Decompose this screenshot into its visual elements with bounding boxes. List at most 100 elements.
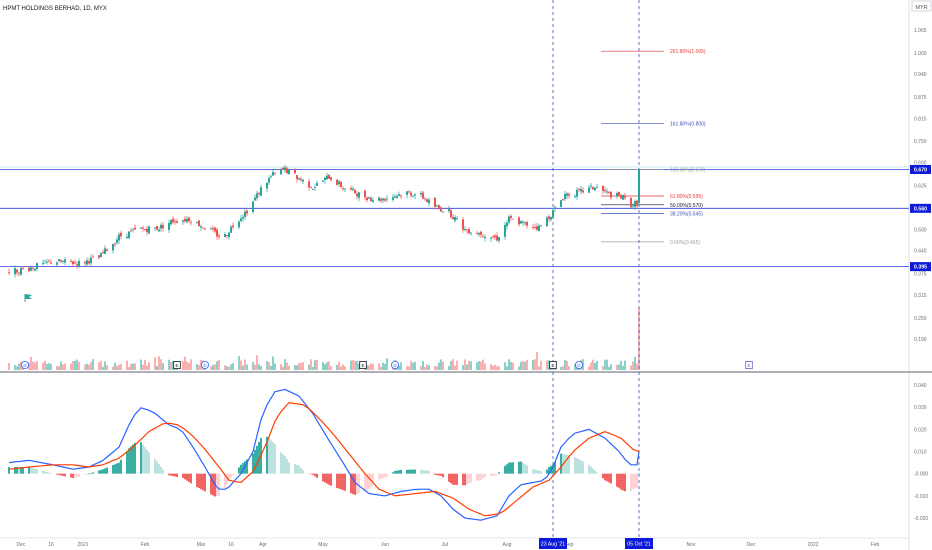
- histogram-bar: [394, 470, 396, 474]
- histogram-bar: [392, 472, 394, 474]
- histogram-bar: [484, 473, 486, 477]
- candle-body: [496, 235, 498, 241]
- time-tick-label: Mar: [197, 542, 206, 548]
- volume-bar: [214, 364, 216, 370]
- candle-body: [510, 216, 512, 218]
- candle-body: [370, 197, 372, 201]
- volume-bar: [240, 360, 242, 370]
- dividend-marker-label: D: [203, 363, 207, 368]
- volume-bar: [506, 366, 508, 370]
- candle-body: [340, 181, 342, 187]
- histogram-bar: [590, 466, 592, 474]
- histogram-bar: [14, 467, 16, 474]
- candle-body: [212, 228, 214, 230]
- volume-bar: [158, 356, 160, 370]
- dividend-marker[interactable]: [20, 360, 29, 369]
- signal-line: [8, 402, 640, 517]
- histogram-bar: [588, 464, 590, 474]
- time-tick-label: 16: [48, 542, 54, 548]
- earnings-marker[interactable]: [359, 360, 367, 369]
- price-tick-label: 0.315: [914, 293, 927, 299]
- histogram-bar: [548, 467, 550, 474]
- candle-body: [470, 232, 472, 234]
- volume-bar: [522, 361, 524, 370]
- volume-bar: [494, 364, 496, 370]
- volume-bar: [266, 361, 268, 370]
- flag-icon[interactable]: [25, 294, 32, 299]
- candle-body: [610, 191, 612, 198]
- earnings-marker[interactable]: [549, 360, 557, 369]
- histogram-bar: [606, 473, 608, 482]
- candle-body: [582, 190, 584, 193]
- histogram-bar: [420, 469, 422, 474]
- histogram-bar: [354, 473, 356, 495]
- volume-bar: [590, 362, 592, 370]
- volume-bar: [604, 359, 606, 370]
- candle-body: [618, 191, 620, 196]
- candle-body: [328, 174, 330, 179]
- candle-body: [154, 227, 156, 229]
- volume-bar: [20, 361, 22, 370]
- histogram-bar: [90, 473, 92, 474]
- histogram-bar: [442, 473, 444, 478]
- price-level-tag[interactable]: [910, 164, 931, 174]
- price-level-tag[interactable]: [910, 203, 931, 213]
- volume-bar: [608, 366, 610, 370]
- volume-bar: [56, 365, 58, 370]
- histogram-bar: [272, 442, 274, 474]
- candle-body: [28, 267, 30, 272]
- price-tick-label: 1.065: [914, 28, 927, 34]
- histogram-bar: [636, 473, 638, 488]
- macd-tick-label: 0.020: [914, 427, 927, 433]
- price-tick-label: 0.440: [914, 249, 927, 255]
- volume-bar: [610, 364, 612, 370]
- histogram-bar: [210, 473, 212, 495]
- candle-body: [330, 177, 332, 180]
- candle-body: [438, 205, 440, 208]
- histogram-bar: [216, 473, 218, 497]
- dividend-marker-label: D: [577, 363, 581, 368]
- volume-bar: [312, 366, 314, 370]
- volume-bar: [186, 361, 188, 370]
- candle-body: [64, 259, 66, 263]
- candle-body: [202, 227, 204, 229]
- volume-bar: [328, 361, 330, 370]
- earnings-marker[interactable]: [173, 360, 181, 369]
- candle-body: [162, 224, 164, 229]
- volume-bar: [44, 360, 46, 370]
- volume-bar: [170, 361, 172, 370]
- volume-bar: [42, 362, 44, 370]
- earnings-marker[interactable]: [745, 360, 753, 369]
- volume-bar: [478, 360, 480, 370]
- histogram-bar: [414, 469, 416, 474]
- histogram-bar: [286, 459, 288, 474]
- candle-body: [406, 191, 408, 195]
- dividend-marker[interactable]: [200, 360, 209, 369]
- volume-bar: [340, 366, 342, 370]
- histogram-bar: [294, 464, 296, 474]
- volume-bar: [512, 362, 514, 370]
- histogram-bar: [382, 473, 384, 479]
- histogram-bar: [140, 442, 142, 474]
- dividend-marker[interactable]: [390, 360, 399, 369]
- histogram-bar: [44, 471, 46, 474]
- histogram-bar: [104, 468, 106, 474]
- volume-bar: [562, 366, 564, 370]
- volume-bar: [438, 362, 440, 370]
- fibonacci-extension: 261.80%(1.005) 161.80%(0.800) 100.00%(0.67…: [601, 49, 706, 246]
- date-marker-tag[interactable]: [539, 538, 567, 549]
- histogram-bar: [146, 449, 148, 474]
- volume-bar: [350, 360, 352, 370]
- date-marker-tag[interactable]: [625, 538, 653, 549]
- candle-body: [298, 178, 300, 180]
- volume-bar: [498, 366, 500, 370]
- macd-tick-label: 0.030: [914, 405, 927, 411]
- candle-body: [60, 260, 62, 262]
- volume-bar: [142, 364, 144, 370]
- candle-body: [240, 218, 242, 221]
- volume-bar: [60, 361, 62, 370]
- price-level-tag[interactable]: [910, 262, 931, 272]
- volume-bar: [526, 359, 528, 370]
- dividend-marker[interactable]: [575, 360, 584, 369]
- histogram-bar: [50, 473, 52, 474]
